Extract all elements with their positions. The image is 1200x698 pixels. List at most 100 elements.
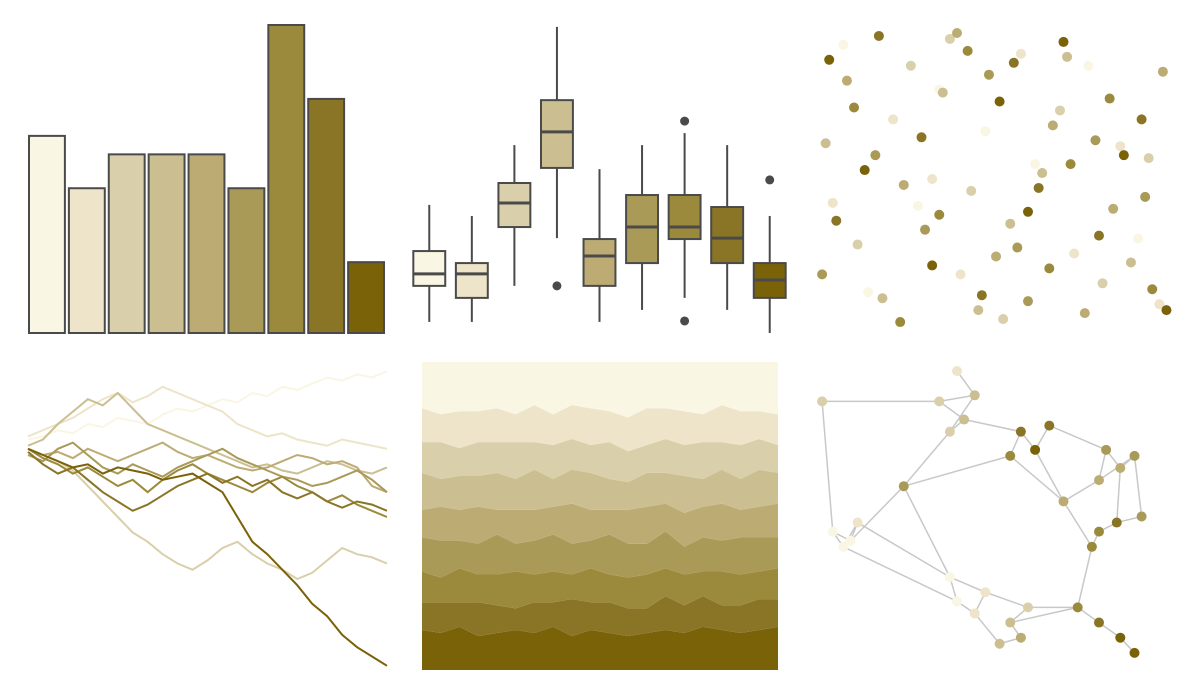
edge bbox=[939, 394, 975, 403]
point bbox=[905, 60, 916, 71]
point bbox=[962, 45, 973, 56]
point bbox=[1079, 308, 1090, 319]
flier bbox=[552, 281, 562, 291]
point bbox=[952, 27, 962, 38]
point bbox=[966, 185, 977, 196]
point bbox=[1005, 218, 1016, 229]
point bbox=[831, 215, 842, 226]
node bbox=[1023, 602, 1033, 613]
point bbox=[1058, 36, 1069, 47]
node bbox=[934, 396, 945, 407]
node bbox=[1015, 632, 1026, 643]
edge bbox=[903, 485, 951, 578]
point bbox=[1125, 257, 1136, 268]
line bbox=[27, 447, 388, 667]
area bbox=[422, 596, 778, 637]
box bbox=[752, 175, 787, 333]
box-body bbox=[412, 250, 447, 287]
area bbox=[422, 405, 778, 452]
node bbox=[1005, 450, 1016, 461]
node bbox=[1136, 511, 1147, 522]
edge bbox=[1049, 424, 1107, 451]
point bbox=[1069, 248, 1080, 259]
point bbox=[820, 138, 831, 149]
edge bbox=[1062, 500, 1093, 548]
bar bbox=[28, 134, 66, 334]
point bbox=[994, 96, 1005, 107]
point bbox=[1108, 203, 1119, 214]
edge bbox=[903, 455, 1011, 487]
point bbox=[973, 305, 984, 316]
point bbox=[927, 260, 938, 271]
point bbox=[873, 30, 884, 41]
area bbox=[422, 439, 778, 483]
node bbox=[817, 396, 828, 407]
node bbox=[1086, 541, 1097, 552]
node bbox=[1094, 475, 1104, 486]
point bbox=[912, 200, 923, 211]
flier bbox=[680, 316, 690, 326]
point bbox=[1143, 153, 1154, 164]
bar bbox=[147, 153, 186, 334]
point bbox=[1023, 296, 1033, 307]
area bbox=[422, 568, 778, 609]
box-body bbox=[539, 99, 574, 169]
node bbox=[1030, 444, 1041, 455]
node bbox=[969, 390, 980, 401]
node bbox=[944, 426, 955, 437]
box bbox=[539, 26, 574, 291]
bar bbox=[227, 187, 266, 334]
edge bbox=[974, 612, 1001, 645]
point bbox=[863, 287, 874, 298]
box-body bbox=[454, 262, 489, 299]
node bbox=[952, 366, 962, 377]
bar bbox=[107, 153, 146, 334]
point bbox=[1033, 182, 1044, 193]
point bbox=[991, 251, 1002, 262]
point bbox=[1054, 105, 1065, 116]
node bbox=[1072, 602, 1083, 613]
edge bbox=[1076, 546, 1093, 608]
area bbox=[422, 362, 778, 418]
point bbox=[934, 209, 945, 220]
point bbox=[827, 197, 838, 208]
point bbox=[877, 293, 888, 304]
point bbox=[1090, 135, 1101, 146]
edge bbox=[821, 401, 834, 532]
node bbox=[944, 572, 955, 583]
point bbox=[1094, 230, 1104, 241]
point bbox=[1154, 299, 1165, 310]
box bbox=[667, 116, 702, 326]
line bbox=[27, 447, 388, 581]
node bbox=[1129, 450, 1140, 461]
node bbox=[980, 587, 991, 598]
point bbox=[927, 174, 938, 184]
point bbox=[1023, 206, 1033, 217]
point bbox=[849, 102, 860, 113]
point bbox=[1118, 150, 1129, 161]
area bbox=[422, 503, 778, 547]
flier bbox=[765, 175, 775, 185]
edge bbox=[903, 431, 951, 487]
point bbox=[1157, 66, 1168, 77]
point bbox=[838, 39, 849, 50]
edge bbox=[1010, 606, 1078, 624]
edge bbox=[1133, 455, 1143, 517]
edge bbox=[849, 485, 905, 542]
point bbox=[1097, 278, 1108, 289]
bar bbox=[307, 97, 346, 334]
line bbox=[27, 441, 388, 493]
bar bbox=[187, 153, 226, 334]
line bbox=[27, 451, 388, 512]
edge bbox=[949, 394, 976, 433]
edge bbox=[985, 591, 1029, 609]
bar bbox=[267, 24, 306, 334]
node bbox=[898, 481, 909, 492]
point bbox=[824, 54, 835, 65]
node bbox=[959, 414, 970, 425]
point bbox=[888, 114, 899, 125]
point bbox=[980, 126, 991, 137]
point bbox=[1037, 168, 1048, 179]
